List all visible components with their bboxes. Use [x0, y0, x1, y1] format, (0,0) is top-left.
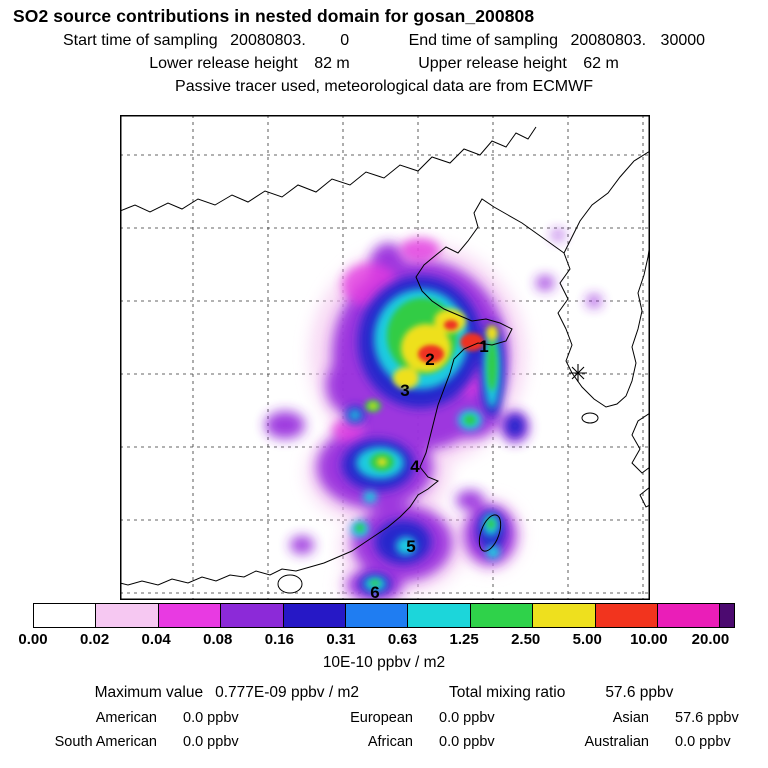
colorbar-tick-0.02: 0.02 — [79, 631, 110, 648]
colorbar-tick-0.31: 0.31 — [326, 631, 356, 648]
colorbar-segment-1 — [95, 604, 158, 627]
max-value: 0.777E-09 ppbv / m2 — [215, 684, 360, 701]
island-jeju — [581, 412, 599, 424]
colorbar-tick-0.63: 0.63 — [387, 631, 418, 648]
colorbar-segment-3 — [220, 604, 283, 627]
region-label: European — [350, 710, 413, 726]
colorbar-block: 0.00 0.02 0.04 0.08 0.16 0.31 0.63 1.25 2.50 5.00… — [0, 603, 768, 672]
island-hainan — [277, 574, 303, 594]
colorbar-tick-0.16: 0.16 — [264, 631, 294, 648]
region-value: 57.6 ppbv — [675, 710, 739, 726]
start-time-value: 0 — [340, 32, 350, 49]
contribution-american: American 0.0 ppbv — [7, 709, 263, 728]
coastline-north-border — [120, 126, 537, 213]
source-marker-2: 2 — [425, 350, 434, 369]
total-mixing-ratio-value: 57.6 ppbv — [605, 684, 674, 701]
region-value: 0.0 ppbv — [439, 734, 495, 750]
colorbar-segment-5 — [345, 604, 408, 627]
start-time-label: Start time of sampling — [62, 32, 218, 49]
lower-release-label: Lower release height — [149, 55, 298, 72]
source-marker-1: 1 — [479, 337, 488, 356]
region-label: Australian — [584, 734, 649, 750]
max-value-line: Maximum value 0.777E-09 ppbv / m2 Total … — [0, 684, 768, 702]
region-label: South American — [54, 734, 157, 750]
contribution-european: European 0.0 ppbv — [263, 709, 499, 728]
contribution-australian: Australian 0.0 ppbv — [499, 733, 761, 752]
upper-release-label: Upper release height — [418, 55, 567, 72]
contribution-african: African 0.0 ppbv — [263, 733, 499, 752]
region-value: 0.0 ppbv — [183, 710, 239, 726]
start-date-value: 20080803. — [230, 32, 306, 49]
island-taiwan — [478, 514, 502, 552]
colorbar-tick-0.00: 0.00 — [18, 631, 48, 648]
field-level-red — [418, 320, 484, 363]
contribution-south-american: South American 0.0 ppbv — [7, 733, 263, 752]
receptor-star-icon — [569, 364, 587, 382]
colorbar-tick-0.04: 0.04 — [141, 631, 171, 648]
region-label: Asian — [612, 710, 649, 726]
total-mixing-ratio-label: Total mixing ratio — [449, 684, 566, 701]
colorbar-tick-0.08: 0.08 — [203, 631, 233, 648]
end-date-value: 20080803. — [570, 32, 647, 49]
colorbar-segment-8 — [532, 604, 595, 627]
colorbar-tick-5.00: 5.00 — [572, 631, 602, 648]
coastline-japan — [631, 412, 650, 508]
max-value-label: Maximum value — [94, 684, 204, 701]
colorbar — [33, 603, 735, 628]
contribution-asian: Asian 57.6 ppbv — [499, 709, 761, 728]
colorbar-tick-20.00: 20.00 — [691, 631, 730, 648]
concentration-field — [265, 230, 601, 600]
source-marker-4: 4 — [410, 457, 420, 476]
colorbar-tick-2.50: 2.50 — [511, 631, 541, 648]
region-value: 0.0 ppbv — [183, 734, 239, 750]
end-time-label: End time of sampling — [408, 32, 558, 49]
lower-release-value: 82 m — [314, 55, 350, 72]
colorbar-segment-7 — [469, 604, 533, 627]
stats-block: Maximum value 0.777E-09 ppbv / m2 Total … — [0, 684, 768, 752]
colorbar-segment-6 — [407, 604, 470, 627]
colorbar-unit: 10E-10 ppbv / m2 — [322, 654, 446, 671]
map-border — [120, 115, 650, 600]
coastlines — [120, 126, 650, 594]
regional-contributions: American 0.0 ppbv European 0.0 ppbv Asian 57.… — [0, 709, 768, 752]
region-value: 0.0 ppbv — [675, 734, 731, 750]
colorbar-segment-0 — [34, 604, 96, 627]
source-marker-3: 3 — [400, 381, 409, 400]
colorbar-segment-10 — [657, 604, 720, 627]
colorbar-tick-1.25: 1.25 — [449, 631, 479, 648]
colorbar-segment-4 — [282, 604, 346, 627]
end-time-value: 30000 — [660, 32, 706, 49]
tracer-note-line: Passive tracer used, meteorological data… — [175, 78, 593, 95]
colorbar-segment-9 — [594, 604, 658, 627]
sampling-time-line: Start time of sampling 20080803. 0 End t… — [0, 32, 768, 50]
coastline-korea — [557, 150, 650, 408]
release-height-line: Lower release height 82 m Upper release … — [0, 55, 768, 73]
coastline-china — [120, 198, 565, 586]
region-label: African — [367, 734, 413, 750]
colorbar-tick-10.00: 10.00 — [630, 631, 668, 648]
colorbar-segment-2 — [157, 604, 221, 627]
region-label: American — [95, 710, 157, 726]
source-marker-6: 6 — [370, 583, 379, 600]
source-marker-5: 5 — [406, 537, 415, 556]
figure-header: SO2 source contributions in nested domai… — [0, 6, 768, 96]
upper-release-value: 62 m — [583, 55, 619, 72]
figure-title: SO2 source contributions in nested domai… — [13, 6, 535, 26]
colorbar-overflow-segment — [719, 604, 734, 627]
colorbar-tick-labels: 0.00 0.02 0.04 0.08 0.16 0.31 0.63 1.25 2.50 5.00… — [18, 631, 735, 650]
region-value: 0.0 ppbv — [439, 710, 495, 726]
